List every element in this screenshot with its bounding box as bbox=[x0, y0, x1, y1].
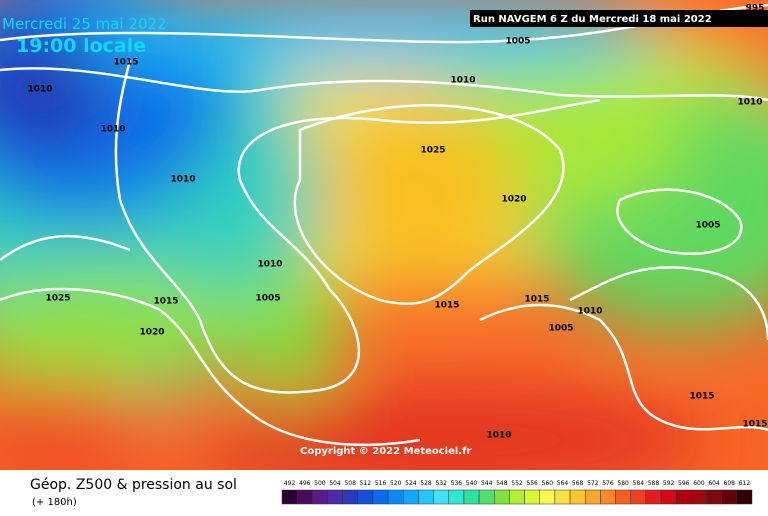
scale-tick-label: 552 bbox=[511, 480, 523, 487]
color-scale: 492 496 500 504 508 512 516 520 524 528 532 536 540 5… bbox=[281, 480, 753, 505]
isobars bbox=[0, 3, 768, 447]
isobar-label: 1010 bbox=[577, 307, 602, 317]
isobar-label: 1010 bbox=[450, 76, 475, 86]
scale-swatch bbox=[615, 489, 631, 505]
scale-swatch bbox=[554, 489, 571, 505]
scale-tick-label: 524 bbox=[405, 480, 417, 487]
isobar-label: 1015 bbox=[742, 420, 767, 430]
isobar-label: 1015 bbox=[153, 297, 178, 307]
scale-tick-label: 492 bbox=[284, 480, 296, 487]
isobar-label: 1015 bbox=[689, 392, 714, 402]
scale-swatch bbox=[706, 489, 722, 505]
isobar-label: 1020 bbox=[139, 328, 164, 338]
scale-swatch bbox=[357, 489, 374, 505]
date-label: Mercredi 25 mai 2022 bbox=[2, 15, 167, 33]
scale-tick-label: 520 bbox=[390, 480, 402, 487]
run-label: Run NAVGEM 6 Z du Mercredi 18 mai 2022 bbox=[473, 14, 712, 25]
scale-swatch bbox=[584, 489, 601, 505]
scale-tick-label: 516 bbox=[375, 480, 387, 487]
isobar-label: 1015 bbox=[113, 58, 138, 68]
scale-swatch bbox=[296, 489, 313, 505]
scale-tick-label: 604 bbox=[708, 480, 720, 487]
scale-tick-label: 600 bbox=[693, 480, 705, 487]
isobar-label: 1010 bbox=[486, 431, 511, 441]
scale-tick-label: 496 bbox=[299, 480, 311, 487]
scale-swatch bbox=[736, 489, 753, 505]
scale-swatch bbox=[675, 489, 692, 505]
scale-tick-label: 512 bbox=[360, 480, 372, 487]
isobar-label: 1010 bbox=[170, 175, 195, 185]
scale-tick-label: 548 bbox=[496, 480, 508, 487]
scale-tick-label: 536 bbox=[451, 480, 463, 487]
scale-tick-label: 596 bbox=[678, 480, 690, 487]
scale-tick-label: 572 bbox=[587, 480, 599, 487]
scale-swatch bbox=[312, 489, 328, 505]
scale-swatch bbox=[660, 489, 677, 505]
scale-tick-label: 556 bbox=[526, 480, 538, 487]
scale-swatch bbox=[478, 489, 495, 505]
scale-swatch bbox=[387, 489, 404, 505]
scale-swatch bbox=[524, 489, 540, 505]
isobar-label: 1015 bbox=[524, 295, 549, 305]
scale-swatch bbox=[691, 489, 707, 505]
scale-tick-label: 608 bbox=[724, 480, 736, 487]
scale-swatch bbox=[569, 489, 586, 505]
isobar-label: 1005 bbox=[695, 221, 720, 231]
scale-tick-label: 588 bbox=[648, 480, 660, 487]
scale-tick-label: 504 bbox=[329, 480, 341, 487]
scale-tick-label: 576 bbox=[602, 480, 614, 487]
scale-tick-label: 500 bbox=[314, 480, 326, 487]
scale-swatch bbox=[539, 489, 556, 505]
scale-swatch bbox=[448, 489, 465, 505]
scale-tick-label: 528 bbox=[420, 480, 432, 487]
isobar-labels: 995 1005 1015 1010 1010 1010 1010 1010 1025 1020 1… bbox=[27, 4, 767, 441]
scale-swatch bbox=[327, 489, 343, 505]
isobar-label: 1010 bbox=[737, 98, 762, 108]
map-field bbox=[0, 0, 768, 490]
scale-swatch bbox=[372, 489, 389, 505]
scale-swatch bbox=[433, 489, 450, 505]
scale-swatch bbox=[645, 489, 662, 505]
run-box bbox=[470, 10, 768, 27]
time-label: 19:00 locale bbox=[16, 35, 146, 57]
isobar-label: 1005 bbox=[505, 37, 530, 47]
scale-tick-label: 592 bbox=[663, 480, 675, 487]
scale-swatch bbox=[463, 489, 480, 505]
footer-lead: (+ 180h) bbox=[32, 497, 77, 508]
scale-swatch bbox=[600, 489, 616, 505]
scale-tick-label: 544 bbox=[481, 480, 493, 487]
scale-tick-label: 580 bbox=[617, 480, 629, 487]
scale-tick-label: 508 bbox=[344, 480, 356, 487]
scale-tick-label: 564 bbox=[557, 480, 569, 487]
isobar-label: 1020 bbox=[501, 195, 526, 205]
scale-tick-label: 532 bbox=[435, 480, 447, 487]
copyright: Copyright © 2022 Meteociel.fr bbox=[300, 446, 471, 457]
scale-tick-label: 612 bbox=[739, 480, 751, 487]
isobar-label: 1025 bbox=[420, 146, 445, 156]
isobar-label: 1025 bbox=[45, 294, 70, 304]
scale-tick-label: 540 bbox=[466, 480, 478, 487]
scale-tick-label: 568 bbox=[572, 480, 584, 487]
scale-swatch bbox=[418, 489, 434, 505]
isobar-label: 1015 bbox=[434, 301, 459, 311]
scale-swatch bbox=[630, 489, 647, 505]
scale-tick-label: 584 bbox=[633, 480, 645, 487]
scale-tick-label: 560 bbox=[542, 480, 554, 487]
scale-swatch bbox=[281, 489, 298, 505]
footer-title: Géop. Z500 & pression au sol bbox=[30, 477, 237, 493]
scale-swatch bbox=[403, 489, 419, 505]
isobar-label: 1010 bbox=[257, 260, 282, 270]
isobar-label: 1010 bbox=[27, 85, 52, 95]
scale-swatch bbox=[721, 489, 738, 505]
scale-swatch bbox=[494, 489, 510, 505]
isobar-label: 1010 bbox=[100, 125, 125, 135]
isobar-label: 995 bbox=[746, 4, 765, 14]
isobar-label: 1005 bbox=[548, 324, 573, 334]
scale-swatch bbox=[342, 489, 359, 505]
isobar-label: 1005 bbox=[255, 294, 280, 304]
scale-swatch bbox=[509, 489, 525, 505]
